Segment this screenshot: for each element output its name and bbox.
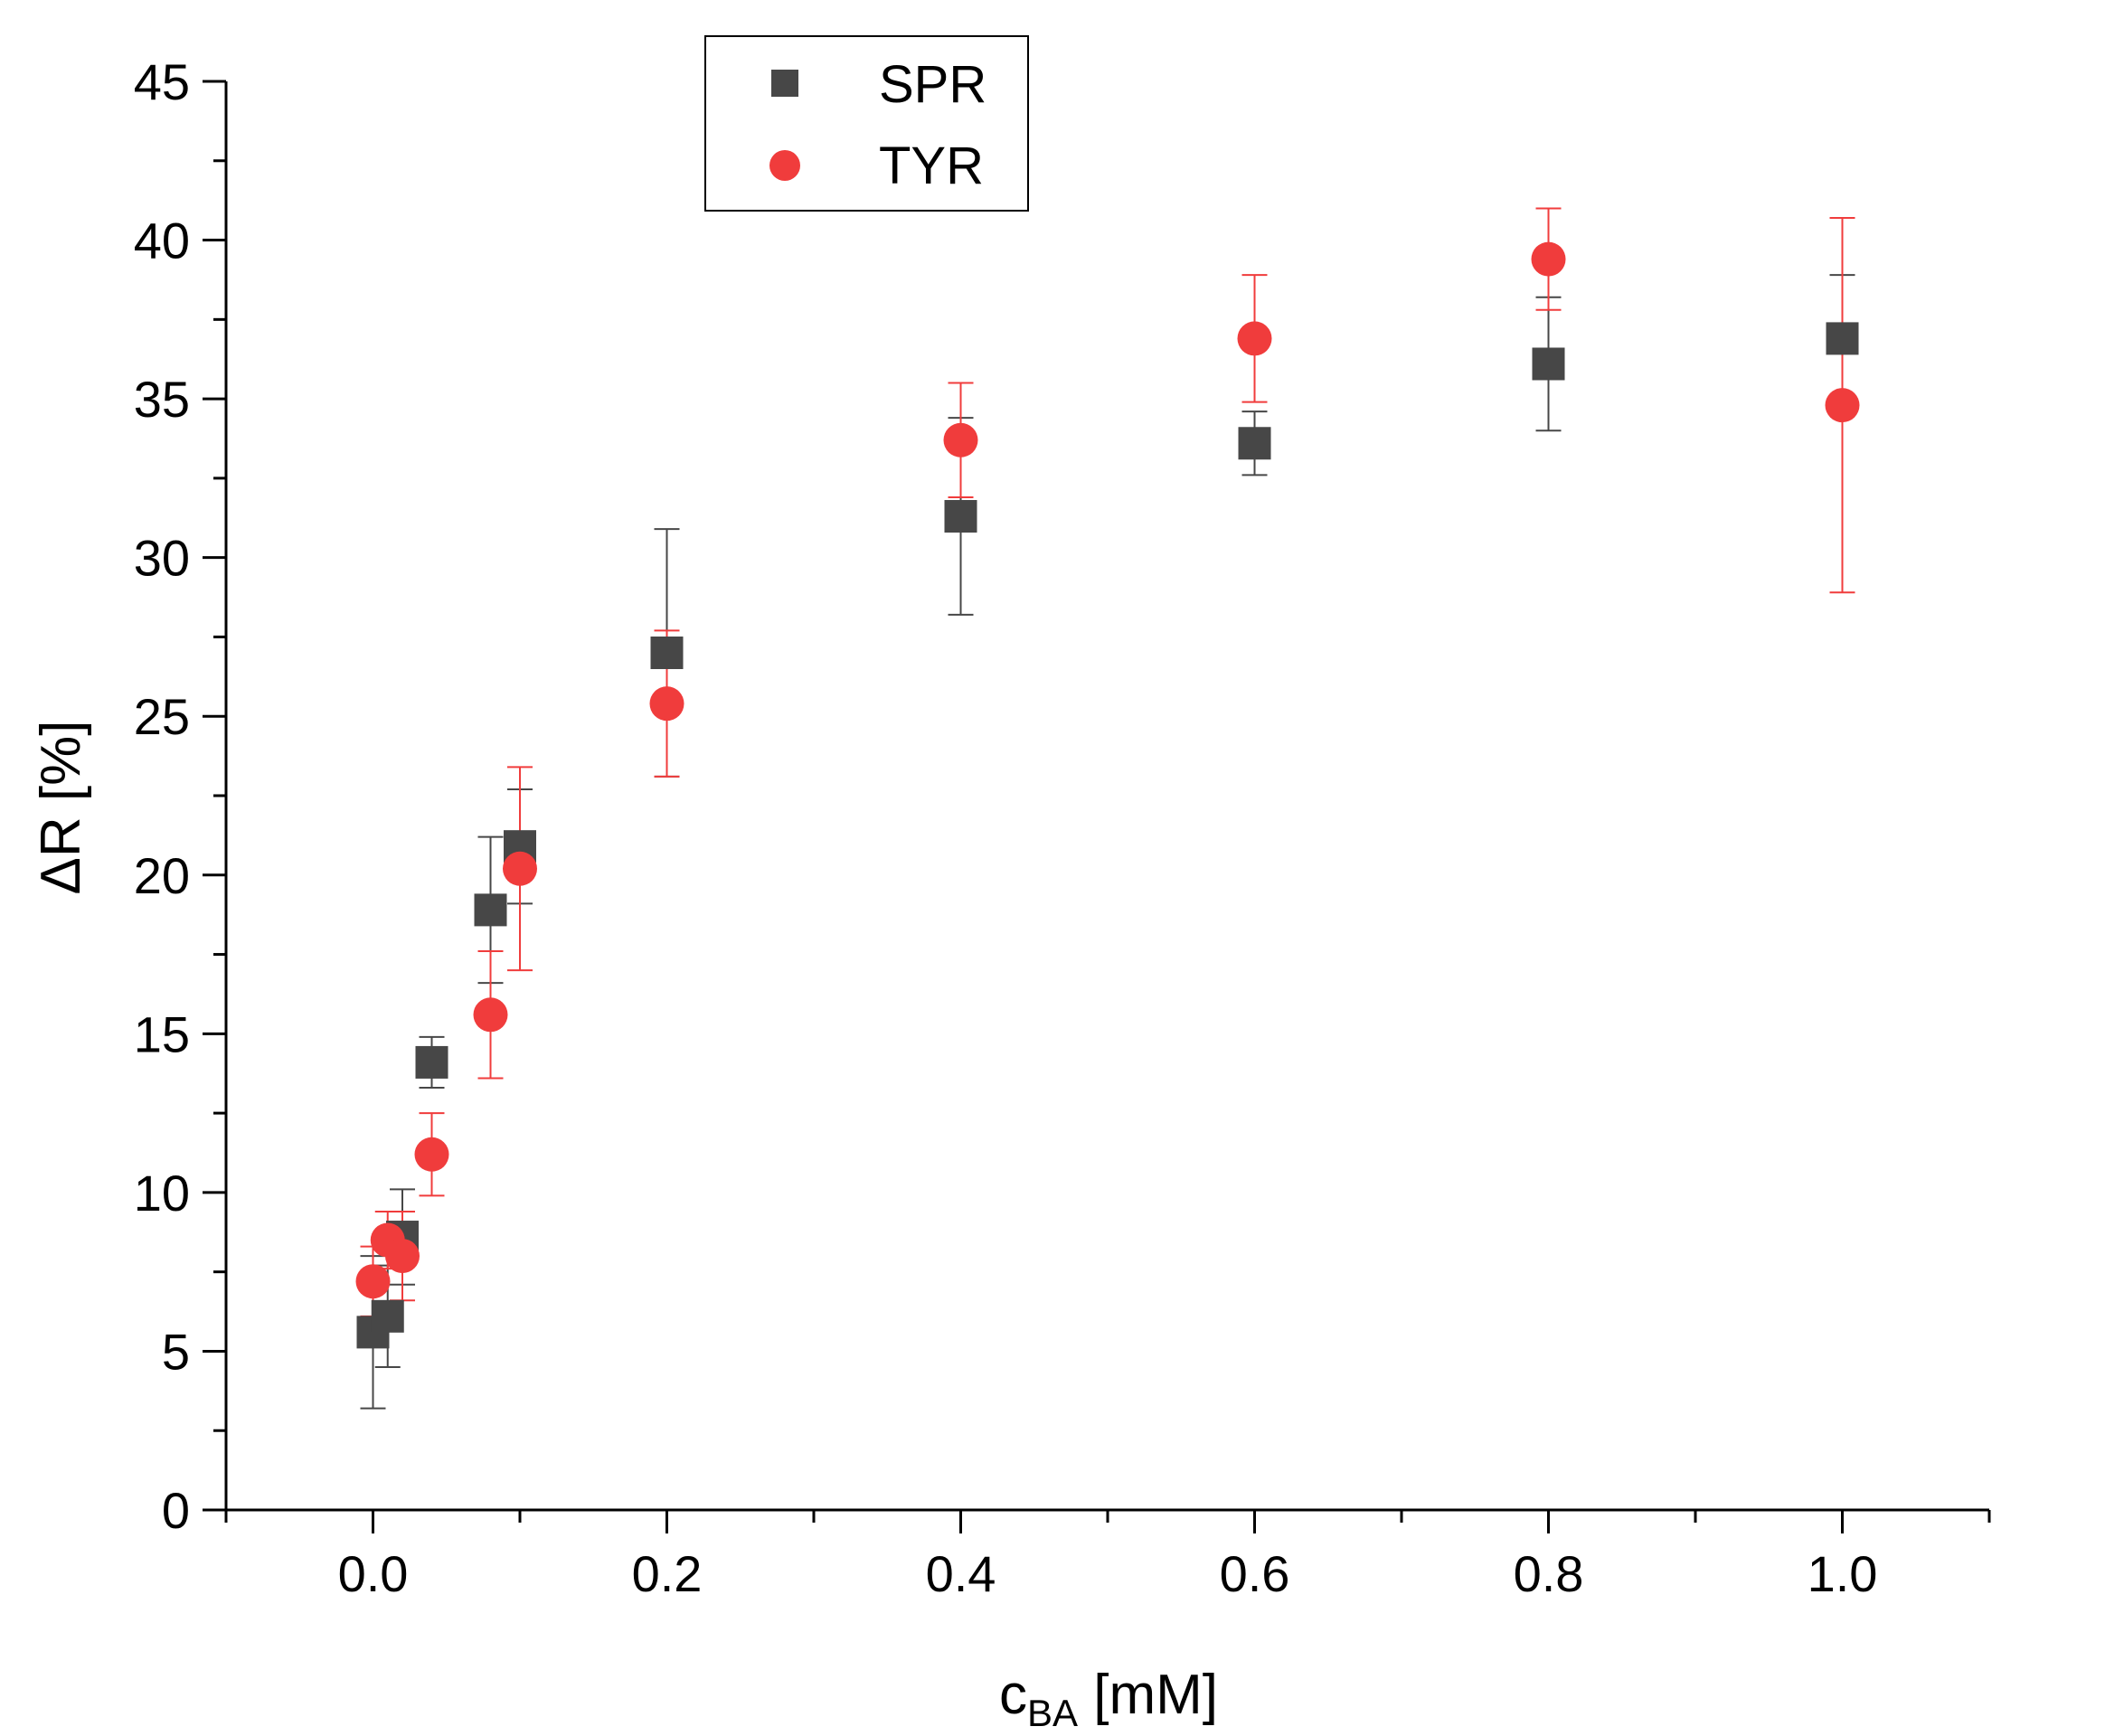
legend: SPR TYR xyxy=(704,35,1029,212)
y-tick-label: 20 xyxy=(134,847,190,904)
data-point-spr xyxy=(1238,427,1271,460)
x-axis-label-main: c xyxy=(999,1664,1027,1726)
data-point-spr xyxy=(650,637,684,669)
data-point-tyr xyxy=(414,1137,449,1172)
legend-box xyxy=(704,35,1029,212)
data-point-spr xyxy=(944,500,977,533)
y-tick-label: 35 xyxy=(134,371,190,428)
data-point-tyr xyxy=(355,1264,391,1299)
data-point-tyr xyxy=(649,686,684,722)
y-tick-label: 5 xyxy=(162,1323,190,1380)
axes: 0 5 10 15 20 25 30 35 40 45 0.0 0.2 0.4 0.6 0.8 1.0 xyxy=(134,53,1991,1602)
data-point-tyr xyxy=(473,997,508,1033)
error-bars xyxy=(360,207,1855,1410)
legend-label-tyr: TYR xyxy=(879,137,984,195)
legend-marker-spr xyxy=(771,70,798,97)
x-axis-label: cBA [mM] xyxy=(999,1664,1218,1734)
data-point-tyr xyxy=(1237,321,1272,356)
y-tick-label: 30 xyxy=(134,530,190,587)
data-point-tyr xyxy=(1531,241,1566,277)
y-tick-label: 45 xyxy=(134,53,190,110)
data-point-tyr xyxy=(943,422,978,458)
x-tick-label: 0.0 xyxy=(338,1545,409,1602)
legend-label-spr: SPR xyxy=(879,55,986,114)
x-tick-label: 0.6 xyxy=(1220,1545,1290,1602)
data-point-spr xyxy=(415,1045,448,1079)
data-point-spr xyxy=(474,893,507,927)
data-point-spr xyxy=(1532,347,1565,381)
data-point-spr xyxy=(1826,322,1859,355)
y-axis-label: ΔR [%] xyxy=(30,721,92,895)
data-point-spr xyxy=(371,1299,404,1333)
data-point-tyr xyxy=(503,851,537,886)
y-tick-label: 40 xyxy=(134,212,190,269)
x-tick-label: 0.2 xyxy=(632,1545,703,1602)
y-tick-label: 10 xyxy=(134,1165,190,1222)
y-tick-label: 0 xyxy=(162,1482,190,1539)
data-point-tyr xyxy=(385,1239,420,1274)
x-tick-label: 0.8 xyxy=(1514,1545,1584,1602)
x-tick-label: 1.0 xyxy=(1808,1545,1878,1602)
data-point-tyr xyxy=(1825,388,1860,423)
legend-marker-tyr xyxy=(769,150,800,181)
data-markers xyxy=(355,241,1860,1349)
y-tick-label: 25 xyxy=(134,688,190,745)
x-axis-label-unit: [mM] xyxy=(1078,1664,1218,1726)
x-axis-label-subscript: BA xyxy=(1027,1692,1078,1734)
x-tick-label: 0.4 xyxy=(926,1545,996,1602)
y-tick-label: 15 xyxy=(134,1005,190,1062)
